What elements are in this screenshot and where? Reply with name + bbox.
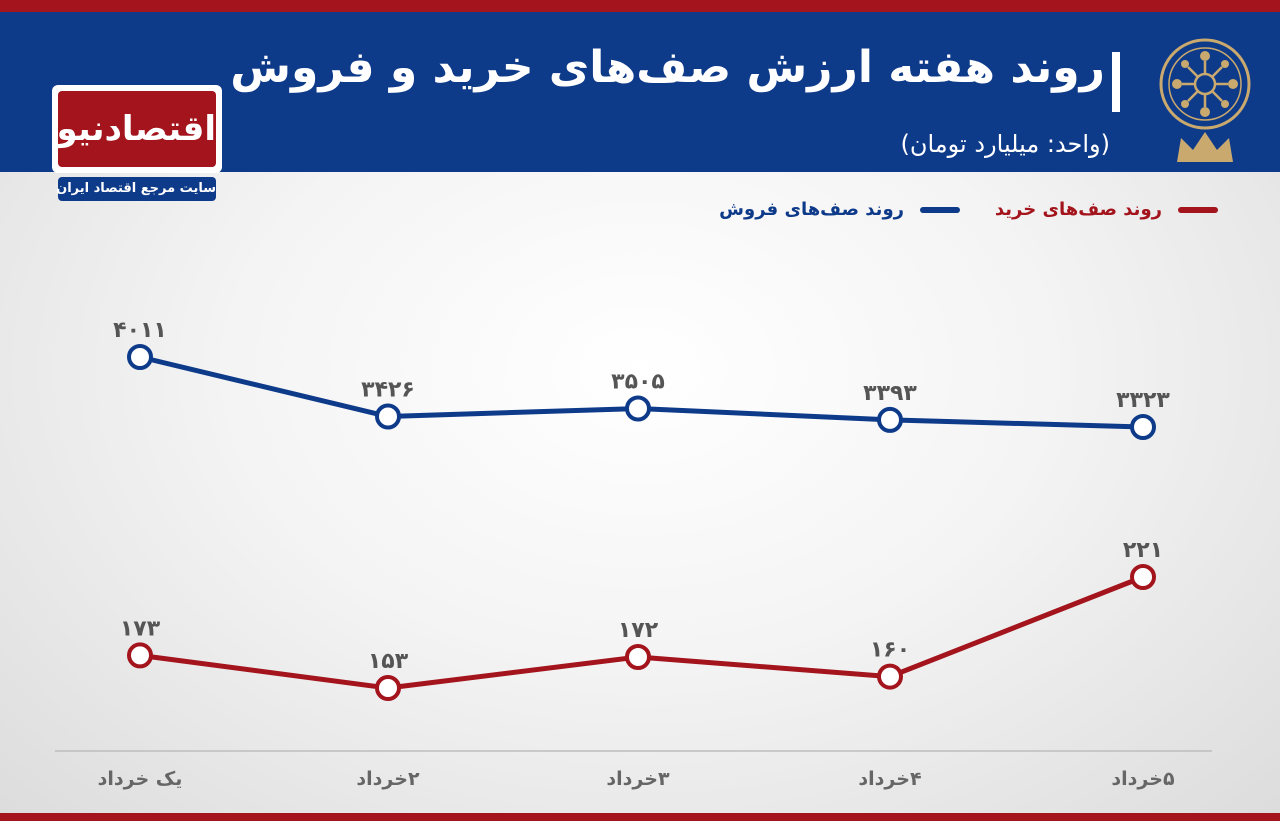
data-label-0-2: ۳۵۰۵ [611, 370, 665, 395]
data-point-0-3 [877, 406, 903, 433]
legend-label-buy: روند صف‌های خرید [994, 199, 1162, 220]
x-tick-label-0: یک خرداد [98, 768, 183, 790]
stock-exchange-emblem-icon [1159, 38, 1251, 162]
legend-label-sell: روند صف‌های فروش [719, 199, 904, 220]
x-tick-label-3: ۴خرداد [858, 768, 921, 790]
data-label-1-3: ۱۶۰ [870, 638, 910, 663]
chart-subtitle: (واحد: میلیارد تومان) [900, 130, 1110, 158]
eghtesadnews-logo: اقتصادنیوز سایت مرجع اقتصاد ایران [52, 85, 222, 203]
legend-item-sell: روند صف‌های فروش [710, 196, 960, 224]
data-point-0-1 [375, 403, 401, 430]
logo-tagline: سایت مرجع اقتصاد ایران [56, 177, 216, 201]
data-point-0-2 [625, 395, 651, 422]
data-label-1-4: ۲۲۱ [1123, 538, 1163, 563]
legend-swatch-sell [920, 207, 960, 213]
data-label-0-4: ۳۳۲۳ [1116, 388, 1170, 413]
data-label-0-0: ۴۰۱۱ [113, 318, 167, 343]
data-label-0-3: ۳۳۹۳ [863, 381, 917, 406]
legend-item-buy: روند صف‌های خرید [970, 196, 1218, 224]
top-accent-strip [0, 0, 1280, 12]
legend-swatch-buy [1178, 207, 1218, 213]
data-label-1-1: ۱۵۳ [368, 649, 409, 674]
x-tick-label-2: ۳خرداد [606, 768, 670, 790]
data-point-1-3 [877, 663, 903, 690]
chart-title: روند هفته ارزش صف‌های خرید و فروش [230, 42, 1105, 93]
x-tick-label-4: ۵خرداد [1111, 768, 1175, 790]
title-divider [1112, 52, 1120, 112]
logo-wordmark: اقتصادنیوز [58, 91, 216, 167]
data-label-1-0: ۱۷۳ [120, 616, 161, 641]
data-point-1-2 [625, 644, 651, 670]
data-point-1-4 [1130, 564, 1156, 590]
data-label-0-1: ۳۴۲۶ [361, 378, 415, 403]
data-label-1-2: ۱۷۲ [618, 618, 659, 643]
bottom-accent-strip [0, 813, 1280, 821]
data-point-0-0 [127, 344, 153, 370]
x-tick-label-1: ۲خرداد [356, 768, 420, 790]
logo-frame: اقتصادنیوز [52, 85, 222, 173]
data-point-1-1 [375, 675, 401, 701]
data-point-0-4 [1130, 414, 1156, 440]
data-point-1-0 [127, 642, 153, 669]
